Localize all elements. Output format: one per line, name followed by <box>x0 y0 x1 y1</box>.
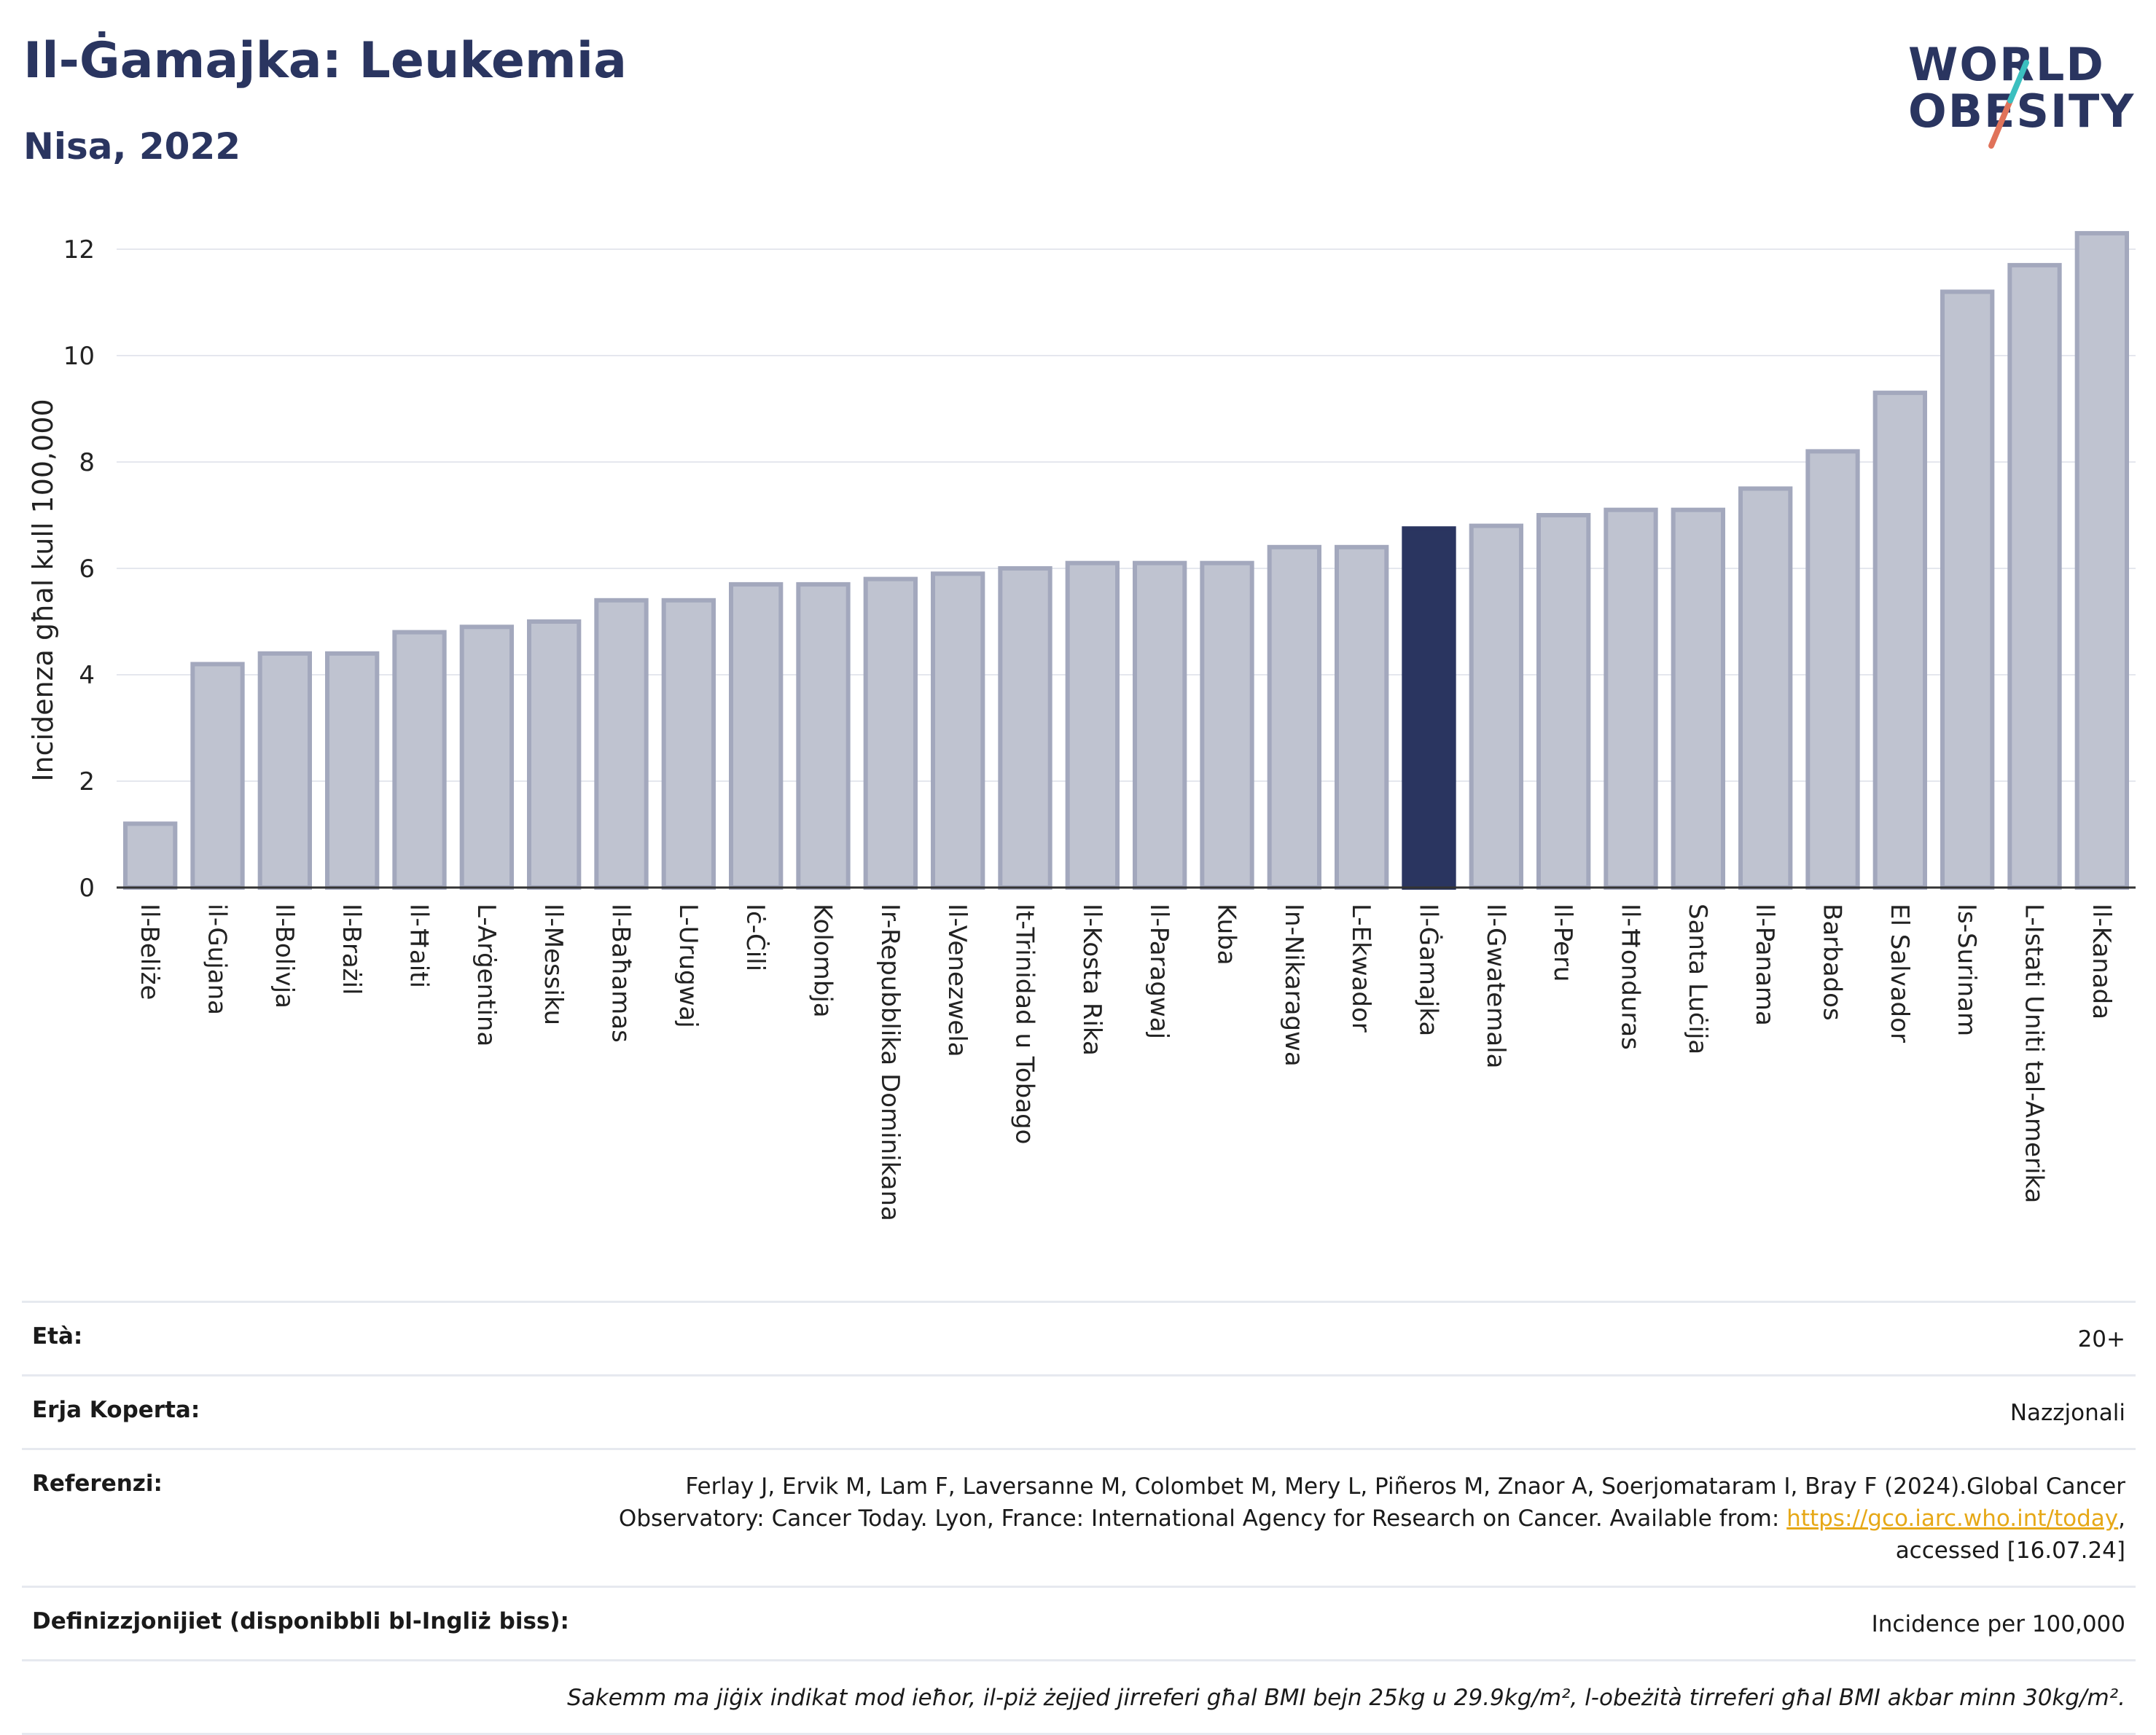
x-tick-label: Il-Paragwaj <box>1144 904 1173 1039</box>
x-tick-label: Kolombja <box>808 904 837 1018</box>
bar <box>1200 560 1254 890</box>
y-tick-label: 6 <box>79 555 95 584</box>
bar <box>931 571 985 890</box>
y-tick-label: 10 <box>63 342 95 371</box>
chart-subtitle: Nisa, 2022 <box>23 125 241 168</box>
bar <box>2007 262 2062 890</box>
bar <box>594 598 649 890</box>
definitions-value: Incidence per 100,000 <box>1871 1611 2125 1637</box>
meta-row-definitions: Definizzjonijiet (disponibbli bl-Ingliż … <box>22 1586 2136 1659</box>
bar <box>1133 560 1187 890</box>
bar <box>1872 391 1927 890</box>
bar <box>190 662 245 890</box>
bar <box>661 598 716 890</box>
meta-row-coverage: Erja Koperta: Nazzjonali <box>22 1374 2136 1448</box>
references-value: Ferlay J, Ervik M, Lam F, Laversanne M, … <box>619 1470 2125 1567</box>
bar <box>1940 289 1995 890</box>
bar <box>257 651 312 890</box>
references-line-2-end: , <box>2118 1505 2125 1532</box>
x-tick-label: Il-Messiku <box>539 904 568 1025</box>
x-tick-label: Il-Kanada <box>2087 904 2116 1019</box>
bar <box>1402 526 1456 890</box>
bar <box>998 566 1052 890</box>
x-tick-label: L-Urugwaj <box>673 904 703 1028</box>
x-tick-label: il-Gujana <box>203 904 232 1015</box>
coverage-label: Erja Koperta: <box>32 1397 200 1423</box>
bar <box>1738 486 1793 890</box>
x-tick-label: Il-Kosta Rika <box>1077 904 1106 1056</box>
age-label: Età: <box>32 1323 83 1350</box>
bar <box>1267 544 1321 890</box>
metadata-table: Età: 20+ Erja Koperta: Nazzjonali Refere… <box>22 1301 2136 1735</box>
x-tick-label: El Salvador <box>1885 904 1914 1043</box>
bar <box>1671 507 1725 890</box>
logo-line-1: WORLD <box>1908 38 2105 91</box>
logo-line-2: OBESITY <box>1908 85 2136 138</box>
x-tick-label: Il-Venezwela <box>942 904 972 1057</box>
y-tick-label: 8 <box>79 448 95 477</box>
bar <box>1065 560 1120 890</box>
logo-slash-icon <box>1988 60 2029 149</box>
meta-row-references: Referenzi: Ferlay J, Ervik M, Lam F, Lav… <box>22 1448 2136 1586</box>
bar <box>1805 449 1860 890</box>
x-tick-label: L-Arġentina <box>472 904 501 1046</box>
x-tick-label: Barbados <box>1818 904 1847 1021</box>
bar <box>729 581 784 890</box>
x-tick-label: Santa Luċija <box>1683 904 1712 1054</box>
references-label: Referenzi: <box>32 1470 163 1497</box>
bar <box>796 581 851 890</box>
coverage-value: Nazzjonali <box>2009 1400 2125 1426</box>
bar <box>1335 544 1389 890</box>
x-tick-label: Is-Surinam <box>1952 904 1981 1036</box>
bar <box>1604 507 1658 890</box>
references-line-3: accessed [16.07.24] <box>1895 1538 2125 1564</box>
x-tick-label: Il-Brażil <box>337 904 366 995</box>
x-tick-label: Il-Ġamajka <box>1414 904 1444 1036</box>
footnote: Sakemm ma jiġix indikat mod ieħor, il-pi… <box>567 1685 2125 1711</box>
references-line-2: Observatory: Cancer Today. Lyon, France:… <box>618 1505 1787 1532</box>
y-tick-label: 2 <box>79 767 95 796</box>
world-obesity-logo: WORLD OBESITY <box>1902 38 2143 154</box>
x-tick-label: Il-Ħaiti <box>405 904 434 988</box>
bar <box>527 619 582 890</box>
bar <box>1469 523 1523 890</box>
bar <box>1536 513 1591 890</box>
x-tick-label: Il-Gwatemala <box>1481 904 1510 1068</box>
y-axis-title: Incidenza għal kull 100,000 <box>27 399 59 781</box>
bar <box>459 624 514 890</box>
y-tick-label: 0 <box>79 874 95 903</box>
x-tick-label: It-Trinidad u Tobago <box>1010 904 1039 1144</box>
x-tick-label: Kuba <box>1212 904 1241 966</box>
meta-row-note: Sakemm ma jiġix indikat mod ieħor, il-pi… <box>22 1659 2136 1735</box>
bar-chart: 0 2 4 6 8 10 12 Incidenza għal kull 100,000 Il-B… <box>27 231 2136 1221</box>
x-tick-label: Il-Baħamas <box>606 904 636 1043</box>
references-line-1: Ferlay J, Ervik M, Lam F, Laversanne M, … <box>685 1473 2125 1500</box>
bar <box>123 821 178 890</box>
age-value: 20+ <box>2077 1326 2125 1352</box>
bar <box>325 651 380 890</box>
bar <box>2074 231 2129 890</box>
bar <box>863 576 918 890</box>
x-tick-label: In-Nikaragwa <box>1279 904 1308 1067</box>
references-link[interactable]: https://gco.iarc.who.int/today <box>1786 1505 2119 1532</box>
meta-row-age: Età: 20+ <box>22 1301 2136 1374</box>
definitions-label: Definizzjonijiet (disponibbli bl-Ingliż … <box>32 1608 569 1634</box>
x-tick-label: L-Istati Uniti tal-Amerika <box>2020 904 2049 1203</box>
x-tick-label: Ir-Repubblika Dominikana <box>875 904 905 1221</box>
x-tick-label: Iċ-Ċili <box>741 904 770 971</box>
x-tick-label: Il-Ħonduras <box>1616 904 1645 1050</box>
x-tick-label: Il-Panama <box>1750 904 1779 1026</box>
y-tick-label: 12 <box>63 235 95 265</box>
chart-title: Il-Ġamajka: Leukemia <box>23 32 627 90</box>
x-tick-label: Il-Beliże <box>135 904 164 1000</box>
bar <box>392 630 447 890</box>
x-tick-label: L-Ekwador <box>1346 904 1375 1033</box>
x-tick-label: Il-Bolivja <box>270 904 299 1009</box>
y-tick-label: 4 <box>79 661 95 690</box>
x-tick-label: Il-Peru <box>1548 904 1577 982</box>
